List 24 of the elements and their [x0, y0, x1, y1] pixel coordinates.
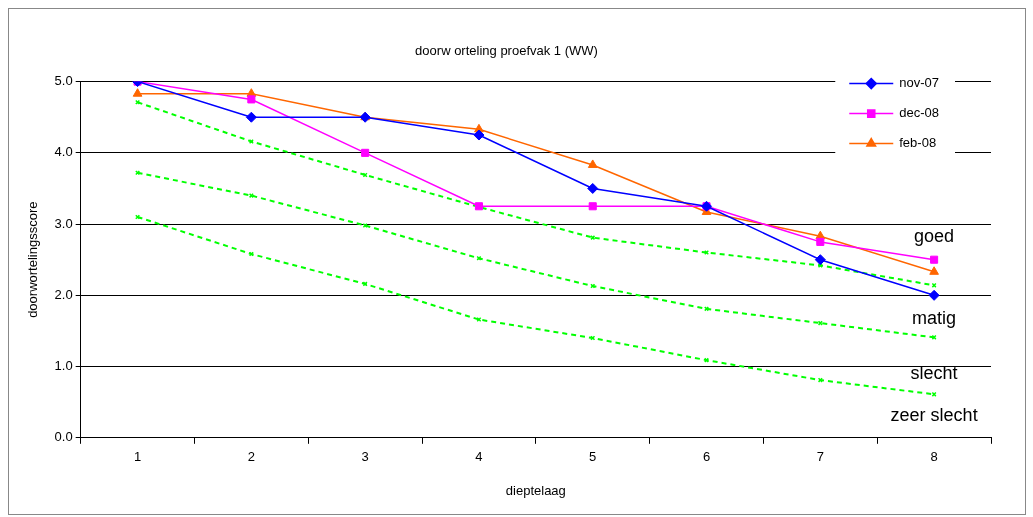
y-tick-label: 2.0: [54, 286, 73, 302]
annotation: matig: [912, 308, 957, 329]
x-tick-label: 7: [816, 449, 824, 465]
y-tick-label: 3.0: [54, 215, 73, 231]
annotation: goed: [914, 226, 955, 247]
x-tick-label: 1: [133, 449, 142, 465]
x-tick-label: 2: [247, 449, 255, 465]
annotation: slecht: [910, 362, 958, 383]
x-tick-label: 3: [361, 449, 369, 465]
legend-label: dec-08: [899, 105, 939, 121]
legend-label: feb-08: [899, 135, 937, 151]
y-tick-label: 5.0: [54, 73, 73, 89]
y-tick-label: 0.0: [54, 429, 73, 445]
x-tick-label: 8: [930, 449, 938, 465]
annotation: zeer slecht: [890, 404, 978, 425]
y-tick-label: 4.0: [54, 144, 73, 160]
chart-title: doorw orteling proefvak 1 (WW): [415, 43, 598, 59]
x-axis-title: dieptelaag: [505, 482, 566, 498]
y-axis-title: doorwortelingsscore: [25, 201, 41, 318]
y-tick-label: 1.0: [54, 358, 73, 374]
x-tick-label: 5: [589, 449, 597, 465]
x-tick-label: 4: [475, 449, 483, 465]
x-tick-label: 6: [702, 449, 711, 465]
legend-label: nov-07: [899, 75, 939, 91]
